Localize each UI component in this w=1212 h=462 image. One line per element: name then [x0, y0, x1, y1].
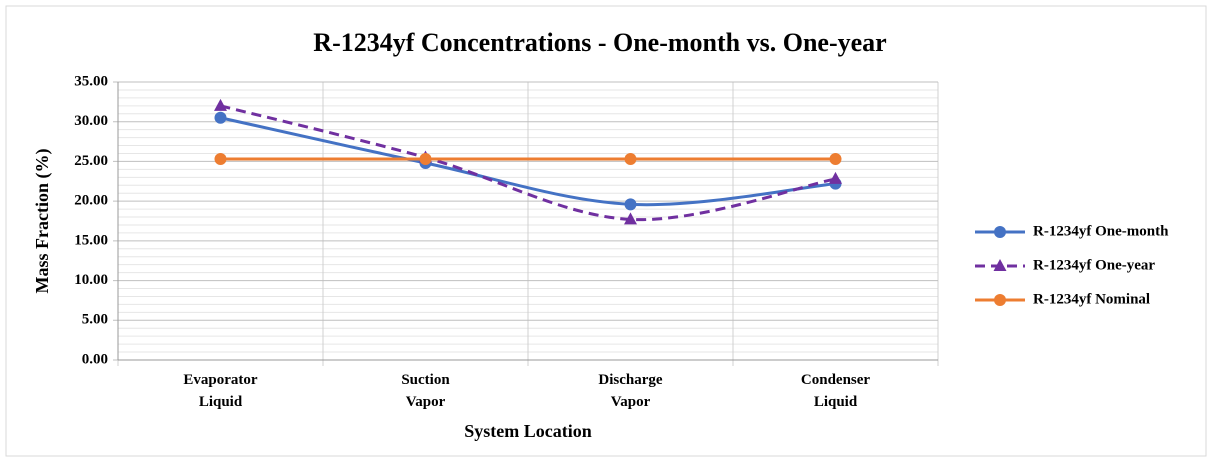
x-tick-label: Evaporator Liquid: [183, 372, 258, 410]
y-tick-label: 20.00: [74, 193, 108, 209]
marker: [214, 153, 227, 166]
marker: [829, 153, 842, 166]
marker: [624, 153, 637, 166]
x-tick-label-line: Condenser: [801, 372, 871, 388]
chart-frame: [5, 5, 1207, 457]
y-tick-label: 10.00: [74, 272, 108, 288]
y-tick-label: 30.00: [74, 113, 108, 129]
marker: [214, 98, 227, 111]
x-tick-label-line: Vapor: [406, 394, 446, 410]
x-tick-label-line: Liquid: [199, 394, 243, 410]
marker: [624, 212, 637, 225]
marker: [214, 111, 227, 124]
marker: [419, 153, 432, 166]
x-tick-label: Discharge Vapor: [598, 372, 662, 410]
y-tick-label: 35.00: [74, 73, 108, 89]
marker: [993, 259, 1007, 271]
y-axis-title: Mass Fraction (%): [32, 149, 53, 294]
x-tick-label-line: Discharge: [598, 372, 662, 388]
x-tick-label-line: Suction: [401, 372, 450, 388]
y-tick-label: 25.00: [74, 153, 108, 169]
series-line: [220, 116, 836, 207]
chart-title: R-1234yf Concentrations - One-month vs. …: [313, 28, 886, 57]
marker: [994, 294, 1006, 306]
x-tick-label: Condenser Liquid: [801, 372, 871, 410]
x-tick-label-line: Evaporator: [183, 372, 258, 388]
marker: [624, 198, 637, 211]
marker: [829, 171, 842, 184]
legend-label: R-1234yf One-year: [1033, 257, 1155, 273]
series-line: [220, 104, 836, 222]
y-tick-label: 15.00: [74, 232, 108, 248]
x-tick-label: Suction Vapor: [401, 372, 450, 410]
legend-label: R-1234yf Nominal: [1033, 291, 1150, 307]
y-tick-label: 5.00: [82, 312, 108, 328]
x-tick-label-line: Liquid: [814, 394, 858, 410]
marker: [994, 226, 1006, 238]
x-tick-label-line: Vapor: [611, 394, 651, 410]
x-axis-title: System Location: [464, 421, 592, 441]
y-tick-label: 0.00: [82, 351, 108, 367]
legend-label: R-1234yf One-month: [1033, 223, 1169, 239]
